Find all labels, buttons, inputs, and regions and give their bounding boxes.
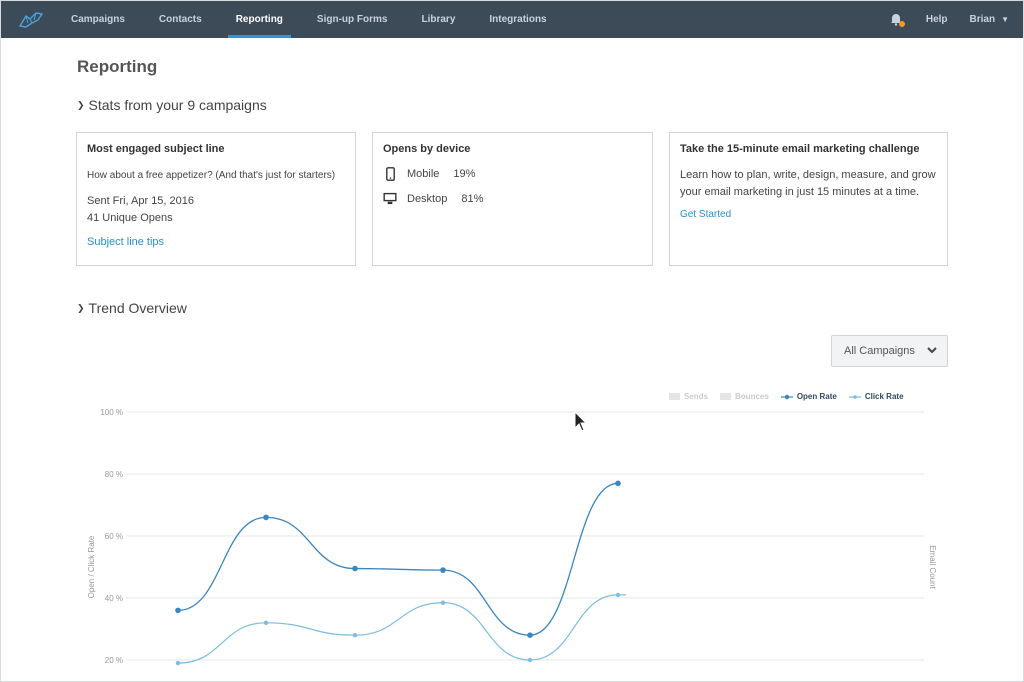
trend-chart: 100 % 80 % 60 % 40 % 20 % Open / Click Rate Em… bbox=[87, 408, 937, 666]
user-menu[interactable]: Brian ▼ bbox=[970, 14, 1009, 25]
series-line-click-rate bbox=[177, 594, 619, 664]
legend-line-marker bbox=[780, 394, 793, 399]
device-row-desktop: Desktop 81% bbox=[383, 192, 642, 205]
data-point[interactable] bbox=[175, 607, 181, 614]
chart-legend: Sends Bounces Open Rate Click Rate bbox=[669, 392, 916, 401]
nav-campaigns[interactable]: Campaigns bbox=[71, 14, 125, 25]
user-name: Brian bbox=[969, 14, 996, 25]
legend-label: Click Rate bbox=[864, 392, 904, 401]
legend-line-marker bbox=[848, 394, 861, 399]
data-point[interactable] bbox=[527, 657, 533, 663]
chevron-down-icon: ❯ bbox=[77, 99, 85, 110]
stats-heading: Stats from your 9 campaigns bbox=[88, 97, 267, 113]
trend-heading: Trend Overview bbox=[88, 300, 187, 316]
mobile-phone-icon bbox=[383, 167, 397, 181]
y-tick-label: 100 % bbox=[100, 408, 123, 417]
series-line-open-rate bbox=[177, 482, 619, 636]
help-link[interactable]: Help bbox=[925, 14, 948, 25]
data-point[interactable] bbox=[527, 632, 533, 638]
legend-swatch bbox=[720, 393, 732, 400]
data-point[interactable] bbox=[615, 592, 621, 598]
legend-swatch bbox=[669, 393, 680, 400]
data-point[interactable] bbox=[263, 514, 269, 521]
subject-line-card: Most engaged subject line How about a fr… bbox=[76, 132, 356, 266]
device-value: 19% bbox=[453, 168, 476, 180]
y-tick-label: 20 % bbox=[105, 656, 123, 665]
stats-section-toggle[interactable]: ❯ Stats from your 9 campaigns bbox=[77, 97, 267, 113]
nav-right: Help Brian ▼ bbox=[868, 1, 1023, 38]
y-tick-label: 80 % bbox=[105, 470, 123, 479]
unique-opens: 41 Unique Opens bbox=[87, 212, 173, 224]
trend-section-toggle[interactable]: ❯ Trend Overview bbox=[77, 300, 187, 316]
legend-sends[interactable]: Sends bbox=[669, 392, 708, 401]
device-label: Desktop bbox=[407, 192, 448, 205]
nav-contacts[interactable]: Contacts bbox=[158, 14, 202, 25]
chevron-down-icon: ▼ bbox=[1001, 15, 1009, 24]
device-value: 81% bbox=[461, 192, 484, 205]
legend-label: Bounces bbox=[735, 392, 769, 401]
data-point[interactable] bbox=[352, 565, 358, 572]
data-point[interactable] bbox=[175, 660, 181, 666]
y-tick-label: 40 % bbox=[105, 594, 123, 603]
main-nav: Campaigns Contacts Reporting Sign-up For… bbox=[63, 1, 573, 38]
nav-reporting[interactable]: Reporting bbox=[227, 1, 291, 38]
y2-axis-label: Email Count bbox=[928, 545, 937, 589]
desktop-monitor-icon bbox=[383, 192, 397, 205]
device-row-mobile: Mobile 19% bbox=[383, 167, 642, 181]
card-title: Take the 15-minute email marketing chall… bbox=[680, 143, 920, 155]
legend-label: Open Rate bbox=[796, 392, 837, 401]
y-tick-label: 60 % bbox=[105, 532, 123, 541]
mouse-cursor-icon bbox=[574, 411, 588, 432]
challenge-card: Take the 15-minute email marketing chall… bbox=[669, 132, 948, 266]
legend-open-rate[interactable]: Open Rate bbox=[780, 392, 837, 401]
sent-date: Sent Fri, Apr 15, 2016 bbox=[87, 195, 195, 207]
app-logo-icon[interactable] bbox=[5, 1, 57, 38]
data-point[interactable] bbox=[263, 620, 269, 625]
opens-by-device-card: Opens by device Mobile 19% Desktop 81% bbox=[372, 132, 653, 266]
bell-icon bbox=[890, 13, 905, 27]
notifications-button[interactable] bbox=[890, 13, 905, 27]
data-point[interactable] bbox=[440, 567, 446, 573]
data-point[interactable] bbox=[440, 600, 446, 605]
card-title: Opens by device bbox=[383, 143, 471, 155]
get-started-link[interactable]: Get Started bbox=[680, 209, 732, 220]
nav-signup-forms[interactable]: Sign-up Forms bbox=[316, 14, 388, 25]
campaign-filter-value: All Campaigns bbox=[844, 345, 915, 357]
card-title: Most engaged subject line bbox=[87, 143, 225, 155]
chevron-down-icon: ❯ bbox=[77, 302, 85, 313]
chevron-down-icon bbox=[927, 345, 937, 357]
top-nav-bar: Campaigns Contacts Reporting Sign-up For… bbox=[1, 1, 1023, 38]
legend-label: Sends bbox=[684, 392, 709, 401]
campaign-filter-select[interactable]: All Campaigns bbox=[831, 335, 948, 367]
device-label: Mobile bbox=[407, 168, 440, 180]
data-point[interactable] bbox=[615, 480, 621, 487]
legend-click-rate[interactable]: Click Rate bbox=[848, 392, 904, 401]
subject-line-tips-link[interactable]: Subject line tips bbox=[87, 236, 165, 248]
nav-integrations[interactable]: Integrations bbox=[489, 14, 547, 25]
legend-bounces[interactable]: Bounces bbox=[720, 392, 769, 401]
page-title: Reporting bbox=[77, 57, 158, 76]
subject-line-text: How about a free appetizer? (And that's … bbox=[87, 170, 336, 181]
challenge-body: Learn how to plan, write, design, measur… bbox=[680, 169, 936, 198]
data-point[interactable] bbox=[352, 633, 358, 638]
y-axis-label: Open / Click Rate bbox=[87, 535, 96, 598]
nav-library[interactable]: Library bbox=[421, 14, 456, 25]
notification-dot bbox=[898, 20, 905, 27]
